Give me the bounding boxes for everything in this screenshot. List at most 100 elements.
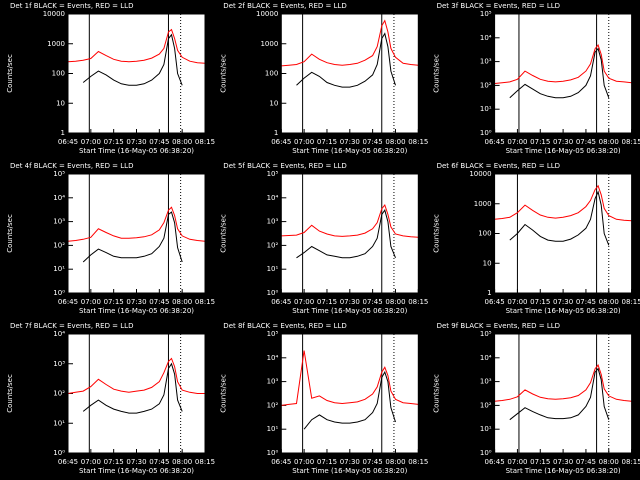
plot-area (281, 14, 419, 133)
panel: Det 3f BLACK = Events, RED = LLD Start Ti… (433, 2, 640, 155)
series-line (494, 184, 632, 222)
y-tick-label: 1 (61, 129, 65, 137)
chart-title: Det 6f BLACK = Events, RED = LLD (437, 162, 560, 170)
series-line (82, 33, 183, 86)
x-tick-label: 07:00 (294, 458, 314, 466)
panel: Det 8f BLACK = Events, RED = LLD Start Ti… (219, 322, 428, 475)
y-axis-label: Counts/sec (6, 374, 14, 413)
x-tick-label: 08:00 (172, 298, 192, 306)
x-axis-label: Start Time (16-May-05 06:38:20) (506, 467, 621, 475)
series-line (82, 362, 183, 414)
x-tick-label: 08:15 (622, 298, 640, 306)
panel: Det 7f BLACK = Events, RED = LLD Start Ti… (6, 322, 215, 475)
y-tick-label: 10² (480, 81, 492, 89)
plot-frame (494, 173, 633, 294)
y-tick-label: 10³ (480, 58, 492, 66)
x-tick-label: 06:45 (58, 298, 78, 306)
x-axis-label: Start Time (16-May-05 06:38:20) (506, 147, 621, 155)
panel: Det 1f BLACK = Events, RED = LLD Start Ti… (6, 2, 215, 155)
series-line (509, 190, 610, 246)
x-tick-label: 08:00 (172, 458, 192, 466)
x-tick-label: 08:00 (385, 298, 405, 306)
x-tick-label: 06:45 (485, 298, 505, 306)
x-tick-label: 07:45 (363, 458, 383, 466)
x-tick-label: 06:45 (58, 458, 78, 466)
x-tick-label: 08:00 (172, 138, 192, 146)
x-tick-label: 07:15 (104, 458, 124, 466)
y-tick-label: 10² (480, 401, 492, 409)
x-axis-label: Start Time (16-May-05 06:38:20) (79, 147, 194, 155)
y-tick-label: 100 (52, 70, 65, 78)
y-tick-label: 10¹ (267, 425, 279, 433)
plot-area (68, 334, 205, 453)
x-tick-label: 08:15 (408, 138, 428, 146)
y-axis-label: Counts/sec (433, 54, 441, 93)
x-tick-label: 07:00 (81, 298, 101, 306)
x-tick-label: 07:15 (317, 458, 337, 466)
plot-area (494, 174, 632, 293)
x-tick-label: 08:15 (408, 298, 428, 306)
y-tick-label: 10³ (53, 360, 65, 368)
x-tick-label: 06:45 (271, 458, 291, 466)
x-tick-label: 07:45 (363, 138, 383, 146)
y-tick-label: 100 (478, 230, 491, 238)
series-line (281, 350, 419, 406)
y-tick-label: 10000 (43, 10, 65, 18)
chart-title: Det 5f BLACK = Events, RED = LLD (223, 162, 346, 170)
x-tick-label: 07:15 (530, 138, 550, 146)
y-tick-label: 10⁴ (267, 194, 279, 202)
y-tick-label: 1 (274, 129, 278, 137)
y-tick-label: 10⁴ (53, 330, 65, 338)
series-line (82, 211, 183, 263)
y-axis-label: Counts/sec (6, 214, 14, 253)
series-line (281, 203, 419, 238)
x-tick-label: 07:30 (126, 138, 146, 146)
series-line (303, 370, 396, 430)
series-line (281, 19, 419, 67)
x-tick-label: 06:45 (271, 298, 291, 306)
x-tick-label: 07:15 (104, 298, 124, 306)
y-tick-label: 10 (56, 99, 65, 107)
x-axis-label: Start Time (16-May-05 06:38:20) (292, 147, 407, 155)
chart-title: Det 1f BLACK = Events, RED = LLD (10, 2, 133, 10)
x-tick-label: 07:45 (363, 298, 383, 306)
x-tick-label: 07:00 (81, 458, 101, 466)
y-tick-label: 10⁰ (480, 129, 492, 137)
x-tick-label: 08:15 (408, 458, 428, 466)
y-tick-label: 10 (483, 259, 492, 267)
plot-frame (280, 333, 419, 454)
panel: Det 5f BLACK = Events, RED = LLD Start Ti… (219, 162, 428, 315)
plot-area (68, 14, 205, 133)
x-tick-label: 07:30 (340, 458, 360, 466)
x-tick-label: 08:15 (622, 138, 640, 146)
x-tick-label: 07:15 (104, 138, 124, 146)
x-tick-label: 07:00 (507, 138, 527, 146)
y-tick-label: 10¹ (480, 425, 492, 433)
plot-frame (494, 13, 633, 134)
x-tick-label: 08:00 (385, 458, 405, 466)
chart-title: Det 2f BLACK = Events, RED = LLD (223, 2, 346, 10)
y-tick-label: 10³ (53, 218, 65, 226)
y-axis-label: Counts/sec (433, 214, 441, 253)
y-tick-label: 10⁴ (480, 354, 492, 362)
y-tick-label: 10⁴ (267, 354, 279, 362)
panel: Det 6f BLACK = Events, RED = LLD Start Ti… (433, 162, 640, 315)
y-tick-label: 10⁰ (267, 289, 279, 297)
x-tick-label: 07:30 (553, 298, 573, 306)
plot-area (494, 14, 632, 133)
y-tick-label: 1000 (47, 40, 65, 48)
x-tick-label: 08:00 (599, 298, 619, 306)
x-tick-label: 07:45 (149, 458, 169, 466)
y-axis-label: Counts/sec (6, 54, 14, 93)
series-line (67, 28, 206, 64)
x-tick-label: 07:15 (530, 458, 550, 466)
y-tick-label: 1000 (474, 200, 492, 208)
x-tick-label: 08:15 (622, 458, 640, 466)
chart-title: Det 7f BLACK = Events, RED = LLD (10, 322, 133, 330)
y-tick-label: 10⁴ (53, 194, 65, 202)
y-axis-label: Counts/sec (219, 54, 227, 93)
x-tick-label: 08:00 (599, 138, 619, 146)
chart-title: Det 8f BLACK = Events, RED = LLD (223, 322, 346, 330)
series-line (494, 363, 632, 402)
plot-frame (280, 13, 419, 134)
